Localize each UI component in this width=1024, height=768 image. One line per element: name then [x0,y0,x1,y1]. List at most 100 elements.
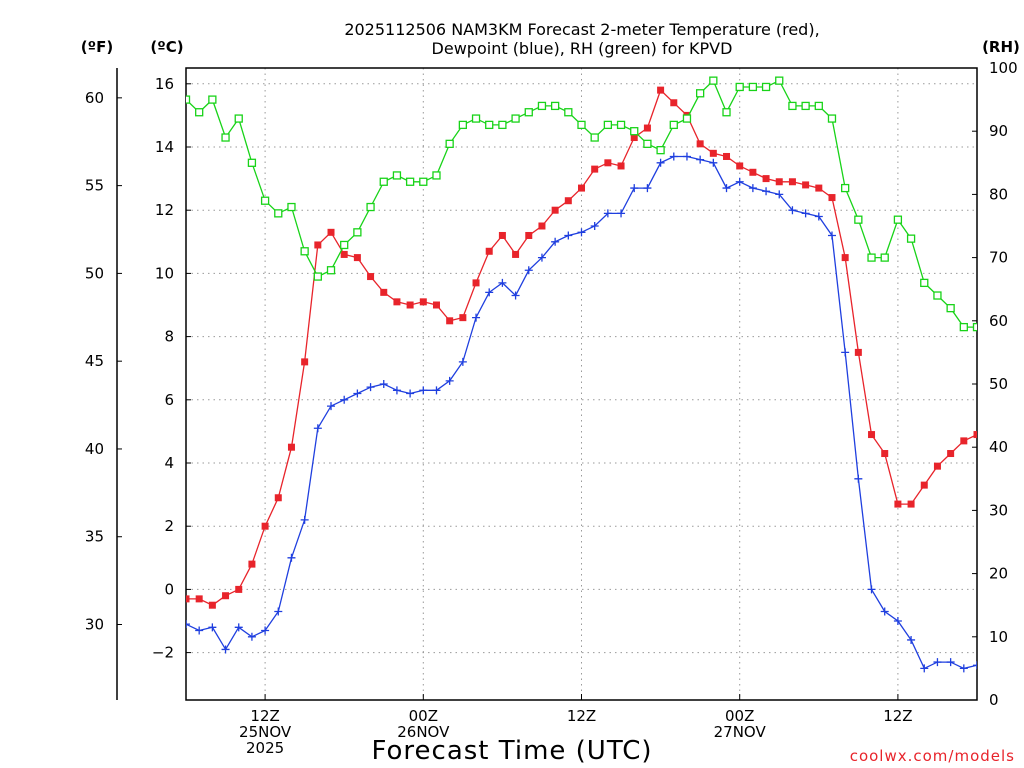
data-point [379,380,388,388]
data-point [801,209,810,218]
data-point [195,626,204,635]
data-point [709,76,718,85]
data-point [538,222,546,230]
data-point [367,273,375,281]
data-point [762,187,771,196]
rh-tick-label: 20 [989,565,1008,583]
data-point [340,395,349,404]
data-point [537,253,546,262]
data-point [854,215,863,224]
celsius-tick-label: 14 [155,138,174,156]
data-point [498,120,507,130]
data-point [485,247,493,255]
data-point [946,658,955,667]
data-point [907,635,916,644]
data-point [630,127,639,136]
data-point [827,231,836,240]
data-point [485,288,494,297]
data-point [247,158,257,167]
data-point [959,664,968,673]
data-point [854,348,862,356]
data-point [841,348,850,357]
data-point [893,215,903,224]
x-tick-label: 25NOV [239,723,292,741]
data-point [578,184,585,192]
data-point [235,585,243,593]
data-point [432,386,441,395]
data-point [682,152,691,161]
data-point [603,209,612,218]
celsius-tick-label: 10 [155,264,174,282]
celsius-tick-label: 16 [155,75,174,93]
data-point [186,95,191,104]
data-point [485,120,494,130]
data-point [814,101,823,111]
data-point [380,288,388,296]
data-point [564,231,573,240]
data-point [186,620,190,629]
data-point [709,158,718,167]
data-point [973,431,977,439]
data-point [419,298,427,306]
x-tick-label: 00Z [409,707,438,725]
data-point [827,114,837,123]
celsius-unit-label: (ºC) [150,38,183,56]
celsius-tick-label: 2 [164,517,174,535]
celsius-tick-label: 0 [164,580,174,598]
data-point [459,314,467,322]
gridlines [186,68,977,700]
data-point [906,234,916,243]
data-point [617,162,625,170]
data-point [419,386,428,395]
data-point [894,500,902,508]
data-point [247,632,256,641]
data-point [973,661,977,670]
data-point [604,159,612,167]
fahrenheit-tick-label: 30 [85,616,104,634]
fahrenheit-tick-label: 40 [85,440,104,458]
data-point [577,120,586,130]
data-point [392,386,401,395]
chart-title-line-1: 2025112506 NAM3KM Forecast 2-meter Tempe… [344,20,819,39]
axes: 30 35 40 45 50 55 60 −2 0 2 4 6 8 10 12 14 16 0 10 20 30 40 50… [85,59,1018,757]
data-point [511,114,520,123]
series-layer [186,76,977,673]
data-point [867,253,876,262]
data-point [920,664,929,673]
data-point [682,114,692,123]
data-point [933,658,942,667]
data-point [208,95,217,104]
fahrenheit-tick-label: 35 [85,528,104,546]
data-point [405,177,415,186]
data-point [603,120,613,130]
data-point [300,247,309,256]
data-point [234,114,243,123]
rh-tick-label: 100 [989,59,1018,77]
data-point [735,177,744,186]
data-point [880,253,889,262]
credit-label: coolwx.com/models [850,747,1015,765]
data-point [775,190,784,199]
chart-title-line-2: Dewpoint (blue), RH (green) for KPVD [432,39,733,58]
data-point [195,595,203,603]
fahrenheit-unit-label: (ºF) [81,38,113,56]
data-point [353,254,361,262]
data-point [868,431,876,439]
x-tick-label: 12Z [250,707,279,725]
data-point [802,181,810,189]
data-point [749,168,757,176]
data-point [643,139,652,148]
rh-tick-label: 40 [989,438,1008,456]
data-point [458,120,468,130]
data-point [590,133,599,142]
data-point [709,149,717,157]
data-point [616,120,626,130]
data-point [920,278,929,288]
data-point [880,607,889,616]
data-point [446,317,454,325]
celsius-tick-label: −2 [152,644,174,662]
data-point [946,304,955,313]
data-point [353,228,362,237]
data-point [221,645,230,654]
